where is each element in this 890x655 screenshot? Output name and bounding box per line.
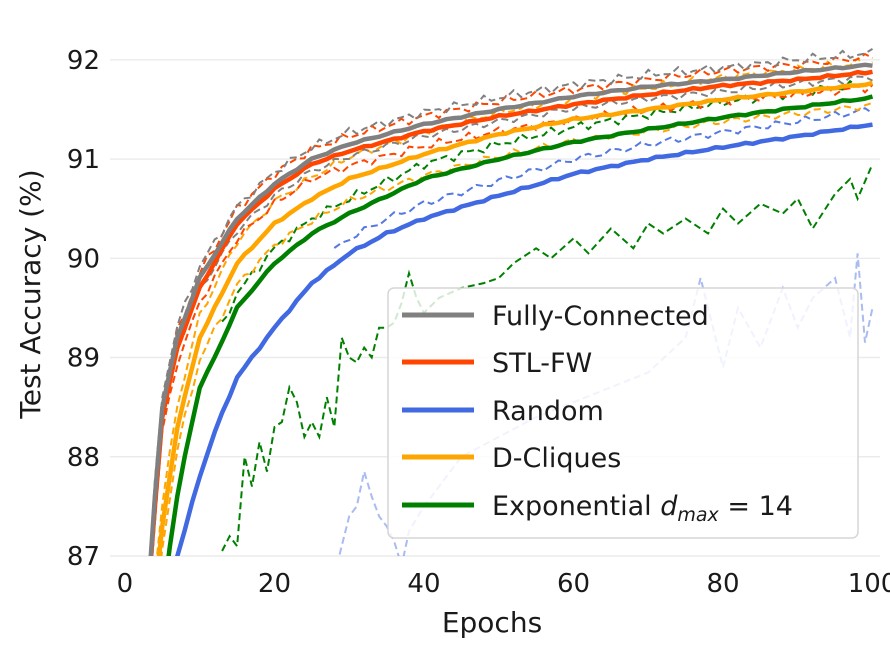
y-tick-label: 90 [67,244,100,274]
series-stl-fw-lower-band [151,84,874,556]
series-d-cliques-upper-band [156,57,873,556]
legend-label-fully-connected: Fully-Connected [492,301,709,332]
series-random-mean-line [175,122,873,556]
series-fully-connected-upper-band [148,48,874,556]
axis-ticks: 87 88 89 90 91 92 0 20 40 60 80 100 [67,46,890,599]
y-tick-label: 92 [67,46,100,76]
y-tick-label: 87 [67,542,100,572]
series-layer [148,48,874,556]
legend-exp-sub: max [677,504,719,526]
series-stl-fw-upper-band [148,52,873,556]
x-tick-label: 80 [706,569,739,599]
x-axis-title: Epochs [442,606,542,639]
series-fully-connected-mean-line [148,62,873,556]
legend-exp-rest: = 14 [719,491,793,522]
series-d-cliques-mean-line [156,80,874,556]
y-tick-label: 88 [67,443,100,473]
series-exponential-mean-line [166,94,874,556]
legend-box [387,287,859,539]
legend-label-exponential: Exponential dmax = 14 [492,491,793,526]
legend-exp-prefix: Exponential [492,491,660,522]
x-tick-label: 20 [258,569,291,599]
series-fully-connected-lower-band [150,75,873,556]
y-tick-label: 89 [67,344,100,374]
legend-label-stl-fw: STL-FW [492,348,592,379]
x-tick-label: 60 [557,569,590,599]
x-tick-label: 0 [117,569,134,599]
x-tick-label: 40 [407,569,440,599]
y-axis-title: Test Accuracy (%) [14,169,47,419]
legend-label-random: Random [492,396,604,427]
series-d-cliques-lower-band [160,101,873,556]
x-tick-label: 100 [848,569,890,599]
series-random-upper-band [333,107,874,249]
legend: Fully-Connected STL-FW Random D-Cliques … [387,287,859,539]
series-exponential-upper-band [221,79,873,323]
legend-label-d-cliques: D-Cliques [492,443,621,474]
series-stl-fw-mean-line [148,69,873,556]
y-tick-label: 91 [67,145,100,175]
legend-exp-d: d [660,491,678,522]
